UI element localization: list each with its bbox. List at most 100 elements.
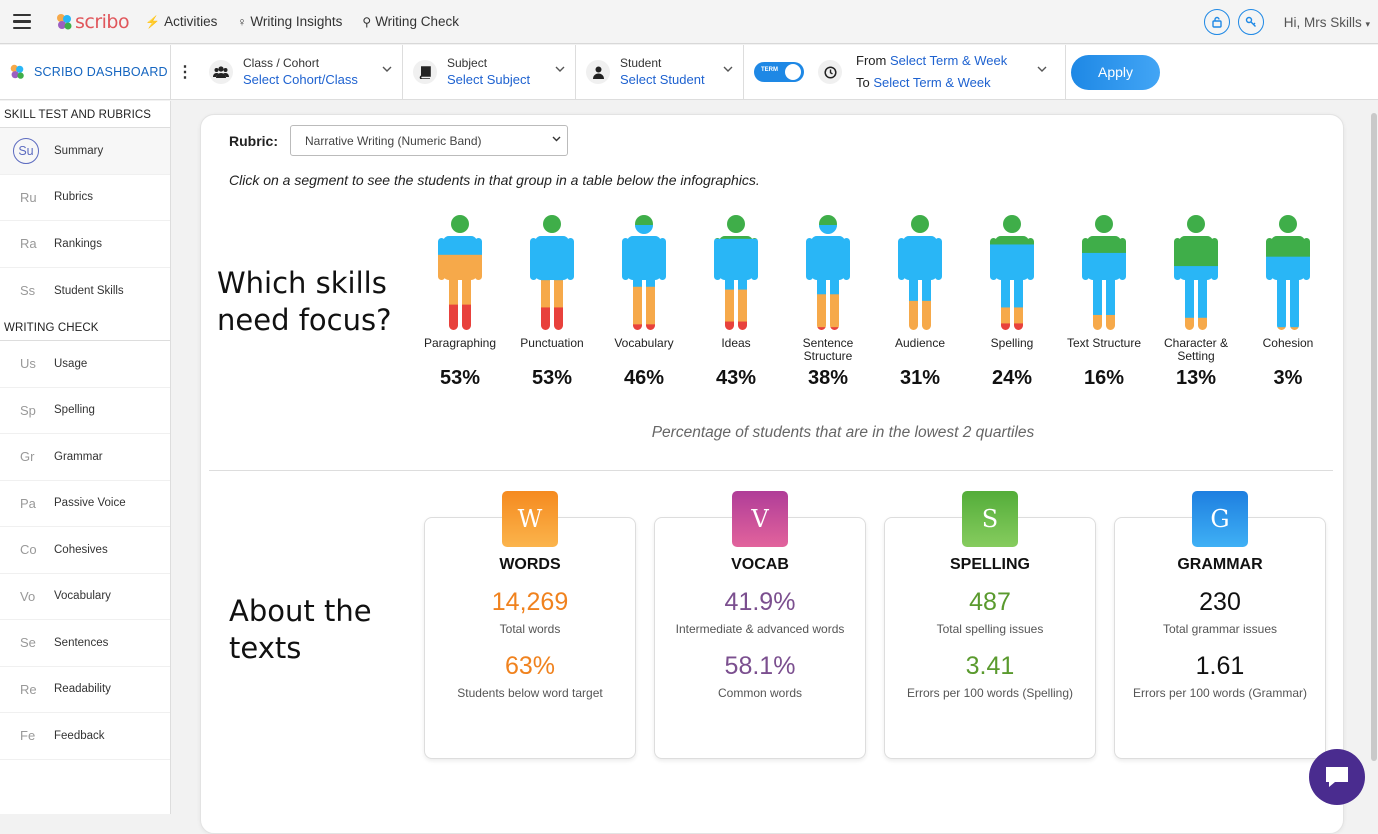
stat-title: GRAMMAR: [1177, 556, 1263, 573]
subject-filter-label: Subject: [447, 56, 488, 70]
chevron-down-icon: [723, 65, 733, 76]
person-figure-icon[interactable]: [1265, 214, 1311, 332]
toggle-label: TERM: [761, 67, 778, 73]
sidebar-item-rankings[interactable]: Ra Rankings: [0, 221, 170, 268]
skill-figure[interactable]: Paragraphing 53%: [414, 214, 506, 390]
dashboard-title[interactable]: SCRIBO DASHBOARD: [0, 44, 171, 100]
sidebar-item-label: Spelling: [54, 404, 95, 417]
skill-figure[interactable]: Audience 31%: [874, 214, 966, 390]
figure-head-segment: [635, 225, 653, 234]
sidebar-item-cohesives[interactable]: Co Cohesives: [0, 527, 170, 574]
sidebar-item-grammar[interactable]: Gr Grammar: [0, 434, 170, 481]
sidebar-item-rubrics[interactable]: Ru Rubrics: [0, 175, 170, 221]
sidebar-item-sentences[interactable]: Se Sentences: [0, 620, 170, 667]
figure-segment: [530, 236, 574, 281]
skill-figure[interactable]: Text Structure 16%: [1058, 214, 1150, 390]
person-figure-icon[interactable]: [437, 214, 483, 332]
nav-writing-insights[interactable]: ♀ Writing Insights: [237, 14, 342, 29]
skill-figure[interactable]: Vocabulary 46%: [598, 214, 690, 390]
skill-figure[interactable]: Cohesion 3%: [1242, 214, 1334, 390]
top-right: Hi, Mrs Skills ▾: [1203, 0, 1370, 44]
stat-title: SPELLING: [949, 556, 1030, 573]
figure-segment: [898, 236, 942, 302]
scrollbar[interactable]: [1370, 101, 1378, 814]
person-figure-icon[interactable]: [897, 214, 943, 332]
sidebar-item-abbr: Co: [20, 542, 37, 558]
chat-button[interactable]: [1309, 749, 1365, 805]
figure-segment: [438, 236, 482, 256]
person-figure-icon[interactable]: [713, 214, 759, 332]
skill-figure[interactable]: Sentence Structure 38%: [782, 214, 874, 390]
sidebar-item-summary[interactable]: Su Summary: [0, 128, 170, 175]
subject-filter[interactable]: Subject Select Subject: [403, 44, 576, 100]
term-range: From Select Term & Week To Select Term &…: [856, 50, 1007, 94]
figure-head: [1095, 215, 1113, 233]
key-icon[interactable]: [1237, 9, 1264, 35]
person-figure-icon[interactable]: [1173, 214, 1219, 332]
student-filter-label: Student: [620, 56, 662, 70]
figure-segment: [990, 236, 1034, 245]
figure-head: [1279, 215, 1297, 233]
person-figure-icon[interactable]: [1081, 214, 1127, 332]
person-figure-icon[interactable]: [621, 214, 667, 332]
term-toggle[interactable]: TERM: [754, 62, 804, 82]
skill-percent: 16%: [1083, 367, 1125, 389]
sidebar-item-usage[interactable]: Us Usage: [0, 341, 170, 388]
about-heading-line: texts: [229, 631, 302, 665]
instruction-text: Click on a segment to see the students i…: [229, 172, 760, 188]
user-greeting-dropdown[interactable]: Hi, Mrs Skills ▾: [1284, 15, 1370, 30]
rubric-select[interactable]: Narrative Writing (Numeric Band): [290, 125, 568, 156]
person-figure-icon[interactable]: [989, 214, 1035, 332]
figure-segment: [1082, 314, 1126, 330]
menu-icon[interactable]: [0, 0, 44, 44]
nav-activities[interactable]: ⚡ Activities: [145, 14, 217, 29]
stat-label: Errors per 100 words (Grammar): [1132, 686, 1308, 700]
kebab-menu-icon[interactable]: ⋮: [177, 64, 193, 81]
stat-card-grammar: G GRAMMAR 230 Total grammar issues 1.61 …: [1114, 491, 1326, 759]
sidebar-item-label: Cohesives: [54, 543, 108, 556]
book-icon: [413, 60, 437, 84]
scrollbar-thumb[interactable]: [1371, 113, 1377, 761]
term-week-filter[interactable]: TERM From Select Term & Week To Select T…: [744, 44, 1066, 100]
skill-figure[interactable]: Character & Setting 13%: [1150, 214, 1242, 390]
words-badge-icon: W: [502, 491, 558, 547]
figure-head: [727, 215, 745, 233]
person-figure-icon[interactable]: [805, 214, 851, 332]
sidebar-item-passive-voice[interactable]: Pa Passive Voice: [0, 481, 170, 527]
caption-text: Percentage of students that are in the l…: [651, 424, 1035, 441]
student-filter[interactable]: Student Select Student: [576, 44, 744, 100]
stat-value: 3.41: [965, 652, 1015, 680]
class-filter-value: Select Cohort/Class: [243, 72, 358, 87]
person-figure-icon[interactable]: [529, 214, 575, 332]
map-pin-icon: ⚲: [362, 14, 372, 29]
apply-button[interactable]: Apply: [1071, 54, 1160, 90]
grammar-badge-icon: G: [1192, 491, 1248, 547]
stat-value: 41.9%: [724, 588, 796, 616]
nav-writing-check[interactable]: ⚲ Writing Check: [362, 14, 459, 29]
scribo-logo[interactable]: scribo: [54, 11, 130, 33]
figure-segment: [438, 304, 482, 330]
about-heading-line: About the: [229, 594, 372, 628]
sidebar-item-readability[interactable]: Re Readability: [0, 667, 170, 713]
class-cohort-filter[interactable]: Class / Cohort Select Cohort/Class: [199, 44, 403, 100]
stat-label: Total grammar issues: [1162, 622, 1278, 636]
figure-head: [451, 215, 469, 233]
sidebar-item-label: Readability: [54, 683, 111, 696]
sidebar-section-skill-test: SKILL TEST AND RUBRICS: [0, 101, 170, 128]
from-value[interactable]: Select Term & Week: [889, 53, 1008, 68]
sidebar-item-vocabulary[interactable]: Vo Vocabulary: [0, 574, 170, 620]
skill-name: Spelling: [990, 336, 1034, 350]
skill-figure[interactable]: Punctuation 53%: [506, 214, 598, 390]
top-nav: ⚡ Activities ♀ Writing Insights ⚲ Writing C…: [145, 14, 479, 29]
sidebar-item-spelling[interactable]: Sp Spelling: [0, 388, 170, 434]
from-label: From: [856, 53, 887, 68]
skill-figure[interactable]: Spelling 24%: [966, 214, 1058, 390]
to-value[interactable]: Select Term & Week: [873, 75, 991, 90]
caret-down-icon: ▾: [1365, 18, 1370, 29]
scribo-logo-icon: [10, 64, 24, 79]
sidebar-item-student-skills[interactable]: Ss Student Skills: [0, 268, 170, 315]
lock-icon[interactable]: [1203, 9, 1230, 35]
figure-segment: [990, 244, 1034, 308]
sidebar-item-feedback[interactable]: Fe Feedback: [0, 713, 170, 760]
skill-figure[interactable]: Ideas 43%: [690, 214, 782, 390]
